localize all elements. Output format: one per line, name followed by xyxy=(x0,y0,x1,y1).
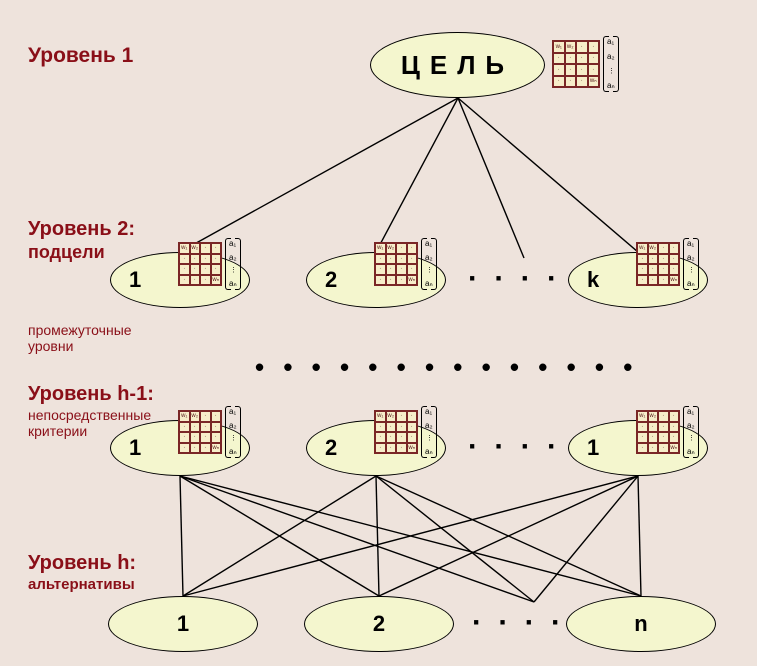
weight-vector-icon: a₁a₂⋮aₙ xyxy=(421,406,437,458)
diagram-canvas: Уровень 1 Уровень 2: подцели промежуточн… xyxy=(0,0,757,666)
node-goal: ЦЕЛЬ xyxy=(370,32,545,98)
matrix-annotation: w₁w₂·············wₙa₁a₂⋮aₙ xyxy=(636,406,699,458)
node-label: n xyxy=(634,611,647,637)
level1-title: Уровень 1 xyxy=(28,44,133,68)
weight-vector-icon: a₁a₂⋮aₙ xyxy=(683,406,699,458)
comparison-matrix-icon: w₁w₂·············wₙ xyxy=(374,242,418,286)
comparison-matrix-icon: w₁w₂·············wₙ xyxy=(636,410,680,454)
weight-vector-icon: a₁a₂⋮aₙ xyxy=(683,238,699,290)
weight-vector-icon: a₁a₂⋮aₙ xyxy=(603,36,619,92)
intermediate-title: промежуточные уровни xyxy=(28,322,132,354)
level2-title: Уровень 2: xyxy=(28,218,135,241)
comparison-matrix-icon: w₁w₂·············wₙ xyxy=(374,410,418,454)
level-h-title: Уровень h: xyxy=(28,552,136,575)
level-h-subtitle: альтернативы xyxy=(28,576,135,593)
matrix-annotation: w₁w₂·············wₙa₁a₂⋮aₙ xyxy=(178,406,241,458)
matrix-annotation: w₁w₂·············wₙa₁a₂⋮aₙ xyxy=(374,238,437,290)
weight-vector-icon: a₁a₂⋮aₙ xyxy=(421,238,437,290)
node-label: 1 xyxy=(177,611,189,637)
weight-vector-icon: a₁a₂⋮aₙ xyxy=(225,238,241,290)
node-label: ЦЕЛЬ xyxy=(401,50,514,81)
node-label: 2 xyxy=(373,611,385,637)
matrix-annotation: w₁w₂·············wₙa₁a₂⋮aₙ xyxy=(374,406,437,458)
node-alt_1: 1 xyxy=(108,596,258,652)
intermediate-dots: • • • • • • • • • • • • • • xyxy=(255,352,638,383)
comparison-matrix-icon: w₁w₂·············wₙ xyxy=(552,40,600,88)
level2-subtitle: подцели xyxy=(28,242,105,263)
node-alt_n: n xyxy=(566,596,716,652)
row-ellipsis-l3: · · · · xyxy=(468,430,561,464)
matrix-annotation: w₁w₂·············wₙa₁a₂⋮aₙ xyxy=(552,36,619,92)
comparison-matrix-icon: w₁w₂·············wₙ xyxy=(636,242,680,286)
comparison-matrix-icon: w₁w₂·············wₙ xyxy=(178,410,222,454)
matrix-annotation: w₁w₂·············wₙa₁a₂⋮aₙ xyxy=(636,238,699,290)
matrix-annotation: w₁w₂·············wₙa₁a₂⋮aₙ xyxy=(178,238,241,290)
row-ellipsis-alt: · · · · xyxy=(472,606,565,640)
row-ellipsis-l2: · · · · xyxy=(468,262,561,296)
weight-vector-icon: a₁a₂⋮aₙ xyxy=(225,406,241,458)
node-alt_2: 2 xyxy=(304,596,454,652)
level-h1-title: Уровень h-1: xyxy=(28,383,154,406)
comparison-matrix-icon: w₁w₂·············wₙ xyxy=(178,242,222,286)
